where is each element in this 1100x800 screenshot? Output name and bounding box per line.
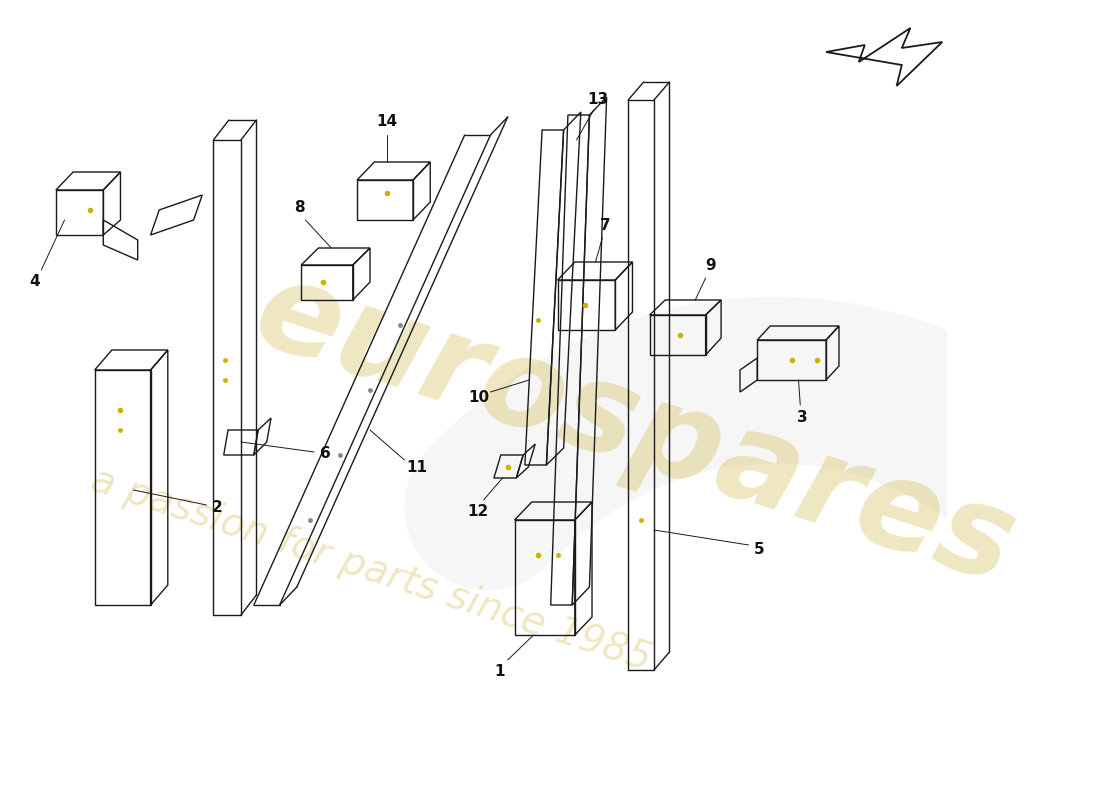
Text: 10: 10 <box>468 390 490 406</box>
Text: 3: 3 <box>796 410 807 426</box>
Text: 6: 6 <box>320 446 331 462</box>
Text: 5: 5 <box>754 542 764 557</box>
Text: 13: 13 <box>587 93 608 107</box>
Text: eurospares: eurospares <box>241 250 1030 610</box>
Text: 9: 9 <box>705 258 716 274</box>
Text: a passion for parts since 1985: a passion for parts since 1985 <box>86 462 657 678</box>
Text: 12: 12 <box>466 503 488 518</box>
Text: 14: 14 <box>376 114 398 130</box>
Text: 2: 2 <box>211 501 222 515</box>
Text: 4: 4 <box>29 274 40 290</box>
Text: 7: 7 <box>601 218 612 234</box>
Text: 8: 8 <box>294 201 305 215</box>
Text: 1: 1 <box>494 665 504 679</box>
Text: 11: 11 <box>406 461 427 475</box>
